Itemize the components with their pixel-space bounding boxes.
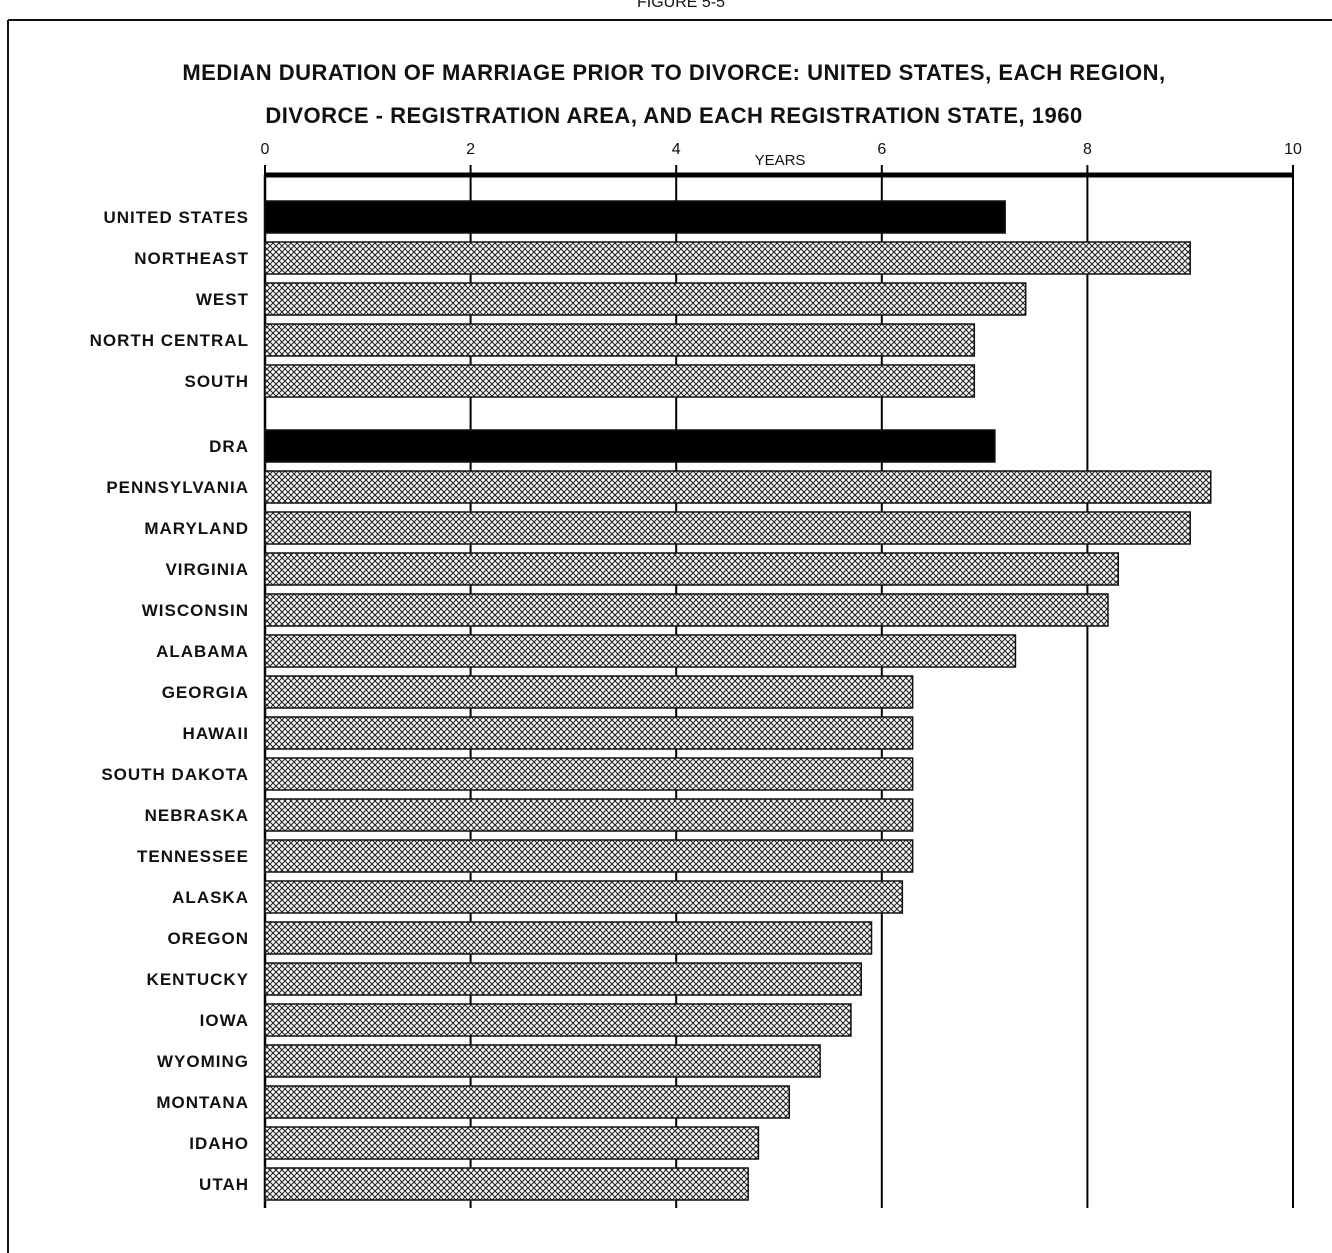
chart-subtitle: DIVORCE - REGISTRATION AREA, AND EACH RE… <box>265 103 1082 128</box>
bar <box>264 429 996 463</box>
category-label: NORTH CENTRAL <box>90 331 249 350</box>
x-tick-label: 10 <box>1284 141 1302 158</box>
bar <box>264 1003 852 1037</box>
bar <box>264 839 914 873</box>
category-label: NORTHEAST <box>134 249 249 268</box>
category-label: VIRGINIA <box>165 560 249 579</box>
bar <box>264 798 914 832</box>
category-label: HAWAII <box>183 724 249 743</box>
bar <box>264 921 873 955</box>
bar <box>264 593 1109 627</box>
x-tick-label: 0 <box>261 141 270 158</box>
category-label: IOWA <box>200 1011 249 1030</box>
category-label: SOUTH DAKOTA <box>101 765 249 784</box>
category-label: OREGON <box>167 929 249 948</box>
category-label: UNITED STATES <box>103 208 249 227</box>
bar <box>264 1044 821 1078</box>
category-label: DRA <box>209 437 249 456</box>
category-label: MARYLAND <box>144 519 249 538</box>
category-label: WISCONSIN <box>142 601 249 620</box>
bar <box>264 1167 749 1201</box>
bar <box>264 880 904 914</box>
x-tick-label: 6 <box>877 141 886 158</box>
category-label: GEORGIA <box>162 683 249 702</box>
bar <box>264 716 914 750</box>
x-tick-label: 4 <box>672 141 681 158</box>
category-label: TENNESSEE <box>137 847 249 866</box>
x-tick-label: 8 <box>1083 141 1092 158</box>
category-label: ALABAMA <box>156 642 249 661</box>
category-label: SOUTH <box>185 372 250 391</box>
category-label: KENTUCKY <box>147 970 249 989</box>
bar <box>264 634 1017 668</box>
bars-group <box>264 200 1212 1201</box>
x-tick-label: 2 <box>466 141 475 158</box>
category-label: ALASKA <box>172 888 249 907</box>
bar <box>264 323 976 357</box>
figure-number: FIGURE 5-5 <box>637 0 725 11</box>
category-label: IDAHO <box>189 1134 249 1153</box>
category-label: NEBRASKA <box>145 806 249 825</box>
bar <box>264 241 1191 275</box>
bar <box>264 511 1191 545</box>
x-axis-label: YEARS <box>755 152 806 169</box>
category-label: WYOMING <box>157 1052 249 1071</box>
chart-title: MEDIAN DURATION OF MARRIAGE PRIOR TO DIV… <box>182 60 1165 85</box>
category-label: UTAH <box>199 1175 249 1194</box>
category-label: WEST <box>196 290 249 309</box>
bar <box>264 552 1119 586</box>
bar <box>264 675 914 709</box>
bar <box>264 282 1027 316</box>
category-label: PENNSYLVANIA <box>106 478 249 497</box>
category-label: MONTANA <box>156 1093 249 1112</box>
bar <box>264 1126 760 1160</box>
bar <box>264 1085 791 1119</box>
bar <box>264 200 1006 234</box>
bar <box>264 757 914 791</box>
category-labels: UNITED STATES NORTHEAST WEST NORTH CENTRAL S… <box>90 208 250 1194</box>
bar <box>264 470 1212 504</box>
bar <box>264 364 976 398</box>
bar <box>264 962 862 996</box>
